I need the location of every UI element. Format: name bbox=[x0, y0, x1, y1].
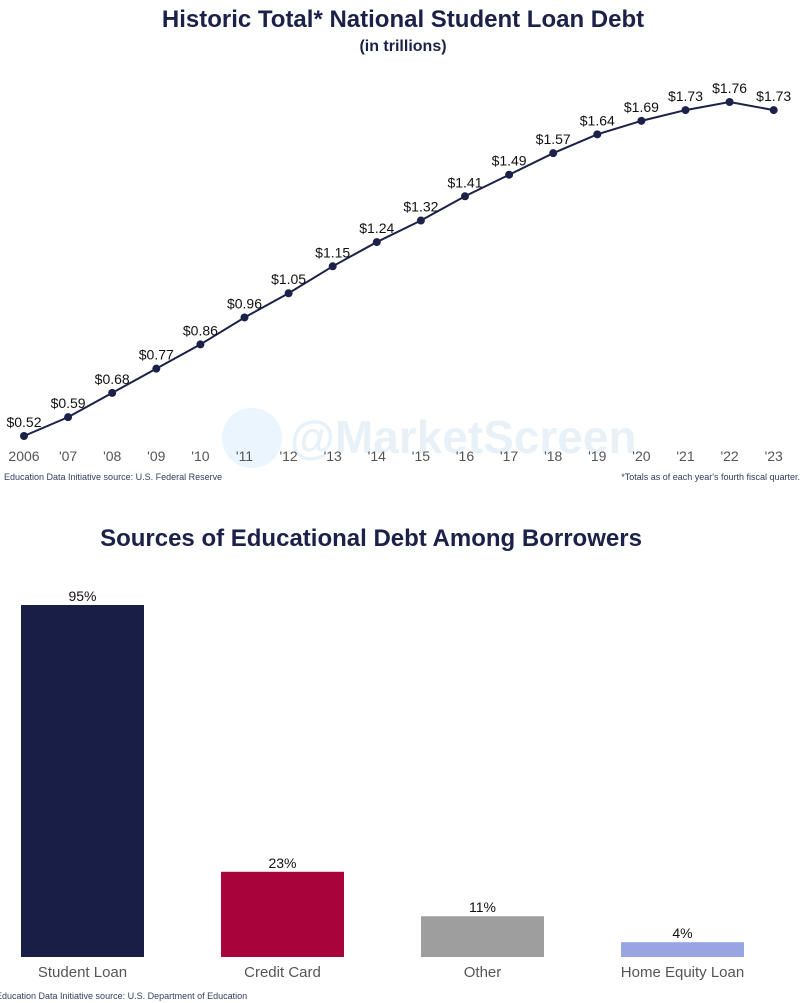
bar-data-label: 95% bbox=[68, 588, 96, 604]
x-tick-label: '09 bbox=[147, 448, 165, 464]
bar bbox=[21, 605, 144, 957]
category-label: Student Loan bbox=[38, 964, 127, 981]
data-point bbox=[637, 116, 646, 125]
data-point bbox=[461, 192, 469, 201]
data-point bbox=[593, 130, 602, 139]
category-label: Other bbox=[464, 964, 502, 981]
x-tick-label: '23 bbox=[765, 448, 783, 464]
line-chart-subtitle: (in trillions) bbox=[359, 38, 447, 55]
data-label: $1.32 bbox=[403, 199, 438, 215]
data-point bbox=[196, 340, 205, 349]
bar-data-label: 4% bbox=[672, 925, 692, 941]
data-label: $0.86 bbox=[183, 322, 218, 338]
data-point bbox=[240, 313, 249, 322]
x-tick-label: '18 bbox=[544, 448, 562, 464]
data-label: $1.57 bbox=[536, 131, 571, 147]
x-tick-label: '16 bbox=[456, 448, 474, 464]
data-label: $0.52 bbox=[6, 414, 41, 430]
data-label: $1.41 bbox=[447, 174, 482, 190]
data-point bbox=[681, 106, 690, 115]
data-point bbox=[725, 98, 734, 106]
x-tick-label: '21 bbox=[676, 448, 694, 464]
category-label: Credit Card bbox=[244, 964, 321, 981]
data-label: $1.15 bbox=[315, 244, 350, 260]
x-tick-label: '13 bbox=[324, 448, 342, 464]
bar-chart-source: Education Data Initiative source: U.S. D… bbox=[0, 991, 248, 1001]
data-point bbox=[416, 216, 425, 225]
bar bbox=[421, 916, 544, 957]
data-point bbox=[64, 413, 73, 422]
line-chart-source: Education Data Initiative source: U.S. F… bbox=[4, 472, 223, 482]
data-label: $0.96 bbox=[227, 295, 262, 311]
x-tick-label: '12 bbox=[279, 448, 297, 464]
line-chart-title: Historic Total* National Student Loan De… bbox=[161, 6, 645, 33]
data-point bbox=[505, 170, 514, 179]
bar bbox=[221, 871, 344, 957]
data-point bbox=[20, 432, 28, 440]
bar-chart-title: Sources of Educational Debt Among Borrow… bbox=[100, 525, 642, 552]
bar-data-label: 23% bbox=[268, 855, 296, 871]
data-point bbox=[328, 262, 337, 271]
data-point bbox=[769, 106, 778, 115]
data-label: $1.64 bbox=[580, 112, 615, 128]
data-label: $1.73 bbox=[756, 88, 791, 104]
x-tick-label: '08 bbox=[103, 448, 121, 464]
data-label: $1.24 bbox=[359, 220, 394, 236]
line-chart: $0.52 2006 $0.59 '07 $0.68 '08 $0.77 '09 $0.86 '1… bbox=[6, 80, 791, 464]
data-label: $0.77 bbox=[139, 347, 174, 363]
data-label: $1.69 bbox=[624, 99, 659, 115]
data-label: $1.49 bbox=[492, 153, 527, 169]
data-label: $0.59 bbox=[51, 395, 86, 411]
bar bbox=[621, 942, 744, 957]
series-line bbox=[23, 100, 774, 437]
x-tick-label: '14 bbox=[368, 448, 386, 464]
data-label: $1.73 bbox=[668, 88, 703, 104]
data-label: $0.68 bbox=[95, 371, 130, 387]
data-point bbox=[152, 364, 161, 373]
bar-data-label: 11% bbox=[469, 899, 496, 915]
data-point bbox=[372, 238, 381, 247]
x-tick-label: '20 bbox=[632, 448, 650, 464]
x-tick-label: 2006 bbox=[8, 448, 39, 464]
x-tick-label: '17 bbox=[500, 448, 518, 464]
x-tick-label: '07 bbox=[59, 448, 77, 464]
data-point bbox=[108, 388, 117, 397]
x-tick-label: '10 bbox=[191, 448, 209, 464]
data-point bbox=[549, 149, 558, 158]
x-tick-label: '11 bbox=[236, 448, 253, 464]
data-label: $1.76 bbox=[712, 80, 747, 96]
x-tick-label: '15 bbox=[412, 448, 430, 464]
x-tick-label: '22 bbox=[720, 448, 738, 464]
data-point bbox=[284, 289, 293, 298]
x-tick-label: '19 bbox=[588, 448, 606, 464]
line-chart-footnote: *Totals as of each year's fourth fiscal … bbox=[621, 472, 800, 482]
data-label: $1.05 bbox=[271, 271, 306, 287]
category-label: Home Equity Loan bbox=[621, 964, 744, 981]
